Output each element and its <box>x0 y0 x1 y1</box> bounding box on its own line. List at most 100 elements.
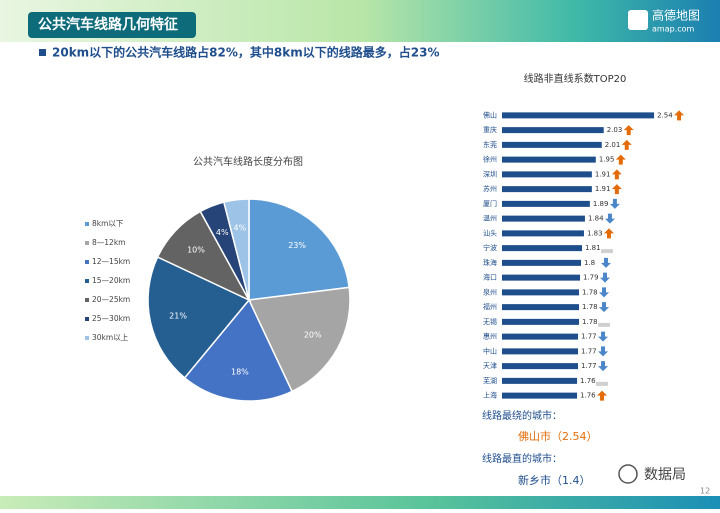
y-tick-label: 上海 <box>483 391 497 400</box>
trend-flat <box>600 249 613 254</box>
data-label: 18% <box>231 368 249 377</box>
chart-title: 线路非直线系数TOP20 <box>524 72 627 85</box>
bar <box>502 200 590 207</box>
bar <box>502 289 580 296</box>
trend-flat <box>598 322 611 327</box>
bar <box>502 245 582 252</box>
y-tick-label: 温州 <box>483 214 497 223</box>
logo: 高德地图 <box>652 8 700 23</box>
data-label: 1.77 <box>581 362 597 370</box>
data-label: 1.84 <box>588 215 604 223</box>
pie-slice <box>147 255 251 379</box>
data-label: 4% <box>234 223 247 232</box>
trend-arrow <box>615 154 626 165</box>
bullet <box>39 49 46 56</box>
chart-title: 公共汽车线路长度分布图 <box>193 155 303 168</box>
legend-swatch <box>85 241 89 245</box>
y-tick-label: 天津 <box>483 362 497 370</box>
trend-arrow <box>604 213 615 224</box>
data-label: 1.77 <box>581 333 597 341</box>
data-label: 1.95 <box>599 156 615 164</box>
bar <box>502 112 655 119</box>
y-tick-label: 泉州 <box>483 287 497 296</box>
y-tick-label: 重庆 <box>483 125 497 134</box>
note-label: 线路最直的城市： <box>482 452 562 465</box>
legend-label: 8—12km <box>92 238 125 247</box>
legend-swatch <box>85 260 89 264</box>
legend-swatch <box>85 317 89 321</box>
y-tick-label: 佛山 <box>483 110 497 119</box>
data-label: 20% <box>304 331 322 340</box>
data-label: 21% <box>169 311 187 320</box>
bar <box>502 230 584 237</box>
bar <box>502 318 580 325</box>
bar <box>502 392 578 399</box>
trend-arrow <box>599 302 610 313</box>
y-tick-label: 东莞 <box>483 140 497 149</box>
logo-icon <box>628 10 648 30</box>
data-label: 1.91 <box>595 170 611 178</box>
trend-flat <box>596 381 609 386</box>
title-box <box>28 12 196 38</box>
logo-sub: amap.com <box>652 25 695 34</box>
legend-swatch <box>85 336 89 340</box>
bar <box>502 304 580 311</box>
data-label: 1.76 <box>580 377 596 385</box>
legend-label: 8km以下 <box>92 219 124 228</box>
trend-arrow <box>598 346 609 357</box>
data-label: 2.01 <box>605 141 621 149</box>
y-tick-label: 惠州 <box>483 332 497 341</box>
watermark: 数据局 <box>644 467 686 483</box>
pie-slice <box>248 198 351 301</box>
trend-arrow <box>599 287 610 298</box>
bar <box>502 171 592 178</box>
bar <box>502 377 578 384</box>
page-number: 12 <box>700 487 710 496</box>
pie-slice <box>183 298 294 402</box>
bar <box>502 333 579 340</box>
trend-arrow <box>611 184 622 195</box>
legend-label: 20—25km <box>92 295 130 304</box>
data-label: 1.89 <box>593 200 609 208</box>
data-label: 1.91 <box>595 185 611 193</box>
bar <box>502 156 596 163</box>
legend-swatch <box>85 222 89 226</box>
data-label: 4% <box>216 228 229 237</box>
y-tick-label: 宁波 <box>483 243 497 252</box>
data-label: 1.79 <box>583 274 599 282</box>
data-label: 1.78 <box>582 288 598 296</box>
trend-arrow <box>597 390 608 401</box>
y-tick-label: 福州 <box>483 302 497 311</box>
data-label: 1.81 <box>585 244 601 252</box>
trend-arrow <box>598 331 609 342</box>
y-tick-label: 海口 <box>483 273 497 282</box>
data-label: 10% <box>187 246 205 255</box>
trend-arrow <box>674 110 685 121</box>
trend-arrow <box>609 198 620 209</box>
legend-label: 15—20km <box>92 276 130 285</box>
trend-arrow <box>598 361 609 372</box>
bar <box>502 274 581 281</box>
footer-band <box>0 496 720 509</box>
legend-label: 12—15km <box>92 257 130 266</box>
note-value: 新乡市（1.4） <box>518 473 591 487</box>
bar <box>502 141 602 148</box>
y-tick-label: 汕头 <box>483 228 497 237</box>
bar <box>502 215 585 222</box>
data-label: 1.77 <box>581 347 597 355</box>
pie-slice <box>247 286 351 393</box>
y-tick-label: 厦门 <box>483 199 497 208</box>
trend-arrow <box>601 257 611 268</box>
watermark-icon <box>618 464 638 484</box>
data-label: 1.78 <box>582 303 598 311</box>
data-label: 2.03 <box>607 126 623 134</box>
note-label: 线路最绕的城市： <box>482 409 562 422</box>
data-label: 23% <box>288 241 306 250</box>
bar <box>502 348 579 355</box>
trend-arrow <box>621 139 632 150</box>
y-tick-label: 芜湖 <box>483 376 497 385</box>
legend-label: 25—30km <box>92 314 130 323</box>
legend-swatch <box>85 298 89 302</box>
y-tick-label: 珠海 <box>483 258 497 267</box>
